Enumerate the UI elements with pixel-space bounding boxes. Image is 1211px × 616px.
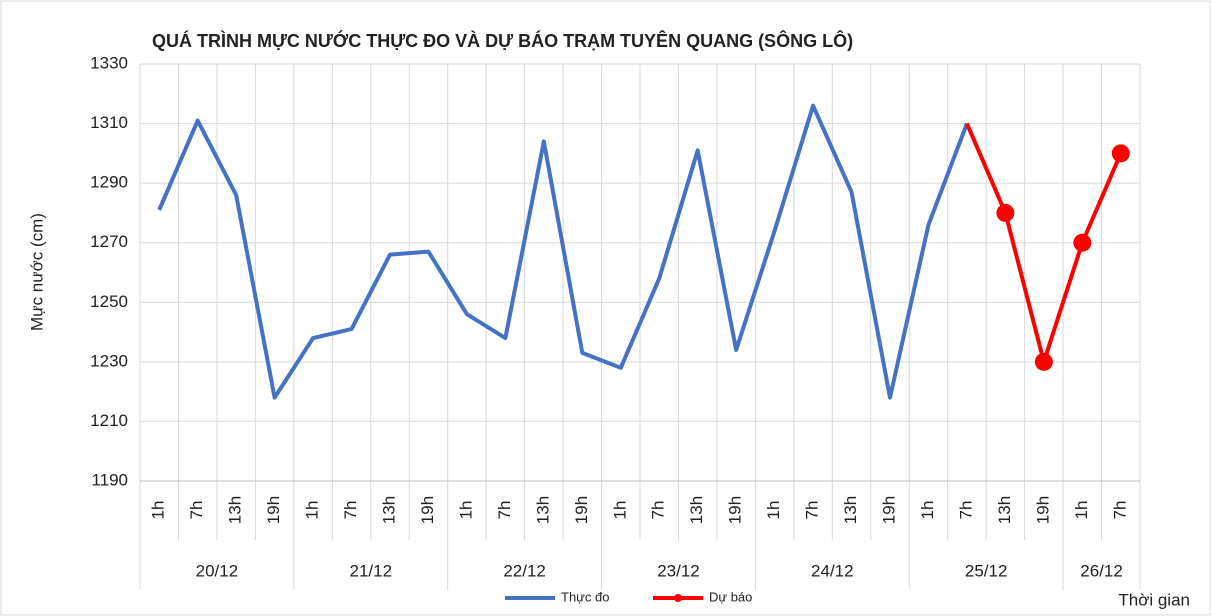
x-tick-label: 19h <box>418 496 437 524</box>
chart-title: QUÁ TRÌNH MỰC NƯỚC THỰC ĐO VÀ DỰ BÁO TRẠ… <box>152 30 853 51</box>
legend-label: Thực đo <box>561 589 609 604</box>
y-axis-label: Mực nước (cm) <box>27 213 46 331</box>
group-label: 23/12 <box>657 561 700 580</box>
x-tick-label: 1h <box>303 501 322 520</box>
x-tick-label: 19h <box>726 496 745 524</box>
x-tick-label: 13h <box>687 496 706 524</box>
x-tick-label: 7h <box>341 501 360 520</box>
series-marker <box>996 203 1015 222</box>
series-marker <box>1034 352 1053 371</box>
x-tick-label: 7h <box>649 501 668 520</box>
x-tick-label: 1h <box>610 501 629 520</box>
x-tick-label: 1h <box>918 501 937 520</box>
x-tick-label: 7h <box>187 501 206 520</box>
x-tick-label: 7h <box>956 501 975 520</box>
series-marker <box>1073 233 1092 252</box>
x-tick-label: 19h <box>572 496 591 524</box>
group-label: 21/12 <box>349 561 392 580</box>
y-tick-label: 1250 <box>90 292 128 311</box>
group-label: 24/12 <box>811 561 854 580</box>
group-label: 20/12 <box>196 561 239 580</box>
y-tick-label: 1210 <box>90 411 128 430</box>
x-tick-label: 19h <box>1033 496 1052 524</box>
y-tick-label: 1190 <box>91 470 128 489</box>
x-tick-label: 1h <box>456 501 475 520</box>
x-tick-label: 13h <box>226 496 245 524</box>
legend-marker <box>674 594 682 602</box>
group-label: 25/12 <box>965 561 1008 580</box>
y-tick-label: 1270 <box>90 232 128 251</box>
x-tick-label: 7h <box>803 501 822 520</box>
legend-label: Dự báo <box>709 589 752 604</box>
x-tick-label: 13h <box>841 496 860 524</box>
series-line <box>157 103 969 400</box>
x-tick-label: 1h <box>764 501 783 520</box>
x-tick-label: 7h <box>1110 501 1129 520</box>
group-label: 26/12 <box>1080 561 1123 580</box>
x-tick-label: 13h <box>533 496 552 524</box>
x-tick-label: 1h <box>149 501 168 520</box>
y-tick-label: 1290 <box>90 173 128 192</box>
x-tick-label: 1h <box>1072 501 1091 520</box>
series-marker <box>1111 144 1130 163</box>
x-tick-label: 13h <box>995 496 1014 524</box>
y-tick-label: 1330 <box>90 53 128 72</box>
y-tick-label: 1310 <box>90 113 128 132</box>
x-tick-label: 13h <box>379 496 398 524</box>
x-axis-label: Thời gian <box>1118 590 1190 609</box>
y-tick-label: 1230 <box>90 351 128 370</box>
x-tick-label: 19h <box>879 496 898 524</box>
x-tick-label: 7h <box>495 501 514 520</box>
x-tick-label: 19h <box>264 496 283 524</box>
group-label: 22/12 <box>503 561 546 580</box>
